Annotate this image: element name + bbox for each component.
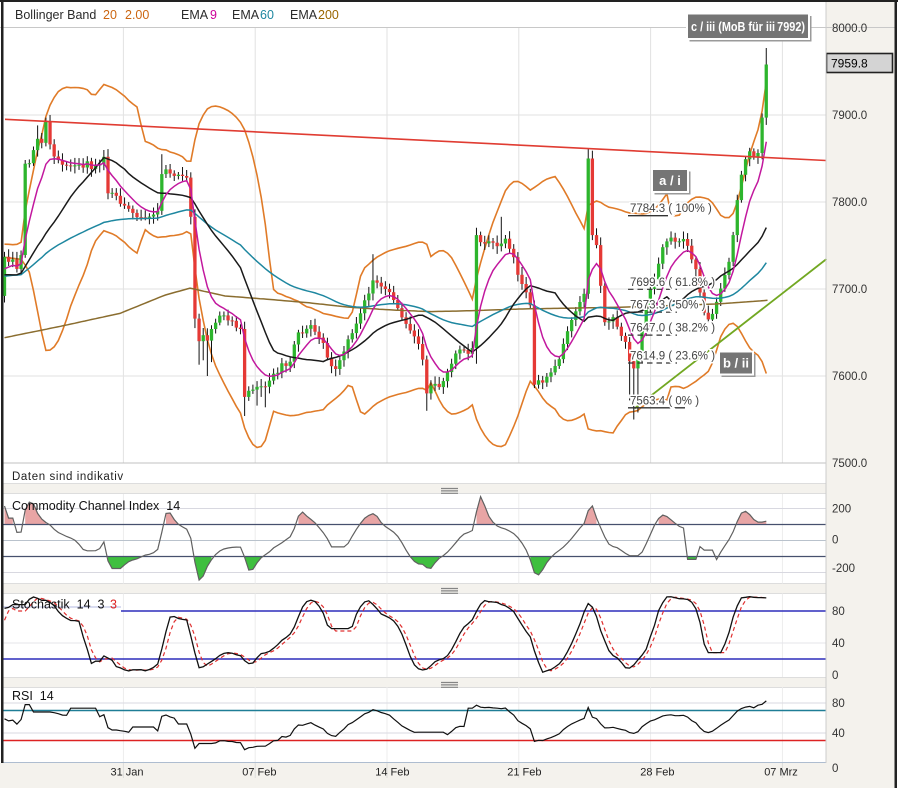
svg-text:07 Mrz: 07 Mrz xyxy=(764,767,798,779)
svg-text:7673.3 ( 50% ): 7673.3 ( 50% ) xyxy=(630,300,706,312)
svg-text:40: 40 xyxy=(832,638,845,650)
svg-text:7959.8: 7959.8 xyxy=(831,57,868,71)
svg-text:0: 0 xyxy=(832,763,838,775)
svg-text:-200: -200 xyxy=(832,563,855,575)
svg-text:7900.0: 7900.0 xyxy=(832,110,867,122)
svg-text:Commodity Channel Index 14: Commodity Channel Index 14 xyxy=(12,499,180,513)
svg-text:8000.0: 8000.0 xyxy=(832,23,867,35)
svg-text:7647.0 ( 38.2% ): 7647.0 ( 38.2% ) xyxy=(630,323,715,335)
svg-text:07 Feb: 07 Feb xyxy=(242,767,276,779)
svg-text:31 Jan: 31 Jan xyxy=(110,767,143,779)
svg-text:0: 0 xyxy=(832,535,838,547)
svg-text:2.00: 2.00 xyxy=(125,8,149,22)
svg-text:EMA: EMA xyxy=(290,8,318,22)
svg-text:3: 3 xyxy=(110,598,117,612)
svg-text:40: 40 xyxy=(832,728,845,740)
svg-text:14 Feb: 14 Feb xyxy=(375,767,409,779)
svg-text:7563.4 ( 0% ): 7563.4 ( 0% ) xyxy=(630,395,699,407)
svg-text:7614.9 ( 23.6% ): 7614.9 ( 23.6% ) xyxy=(630,351,715,363)
svg-text:RSI 14: RSI 14 xyxy=(12,689,54,703)
svg-text:EMA: EMA xyxy=(232,8,260,22)
svg-text:200: 200 xyxy=(318,8,339,22)
svg-text:7699.6 ( 61.8% ): 7699.6 ( 61.8% ) xyxy=(630,277,715,289)
svg-text:b / ii: b / ii xyxy=(723,356,749,371)
svg-text:Bollinger Band: Bollinger Band xyxy=(15,8,96,22)
svg-text:c / iii (MoB für iii 7992): c / iii (MoB für iii 7992) xyxy=(691,20,805,34)
svg-text:Stochastik 14 3: Stochastik 14 3 xyxy=(12,598,104,612)
svg-text:28 Feb: 28 Feb xyxy=(640,767,674,779)
svg-text:21 Feb: 21 Feb xyxy=(507,767,541,779)
svg-text:7500.0: 7500.0 xyxy=(832,458,867,470)
svg-text:80: 80 xyxy=(832,698,845,710)
svg-text:80: 80 xyxy=(832,606,845,618)
svg-text:0: 0 xyxy=(832,670,838,682)
svg-text:a / i: a / i xyxy=(659,173,681,188)
svg-text:20: 20 xyxy=(103,8,117,22)
svg-text:Daten sind indikativ: Daten sind indikativ xyxy=(12,471,124,483)
svg-text:7600.0: 7600.0 xyxy=(832,371,867,383)
svg-text:9: 9 xyxy=(210,8,217,22)
svg-text:7784.3 ( 100% ): 7784.3 ( 100% ) xyxy=(630,203,712,215)
svg-text:60: 60 xyxy=(260,8,274,22)
svg-text:EMA: EMA xyxy=(181,8,209,22)
svg-text:7800.0: 7800.0 xyxy=(832,197,867,209)
svg-text:200: 200 xyxy=(832,504,851,516)
svg-text:7700.0: 7700.0 xyxy=(832,284,867,296)
